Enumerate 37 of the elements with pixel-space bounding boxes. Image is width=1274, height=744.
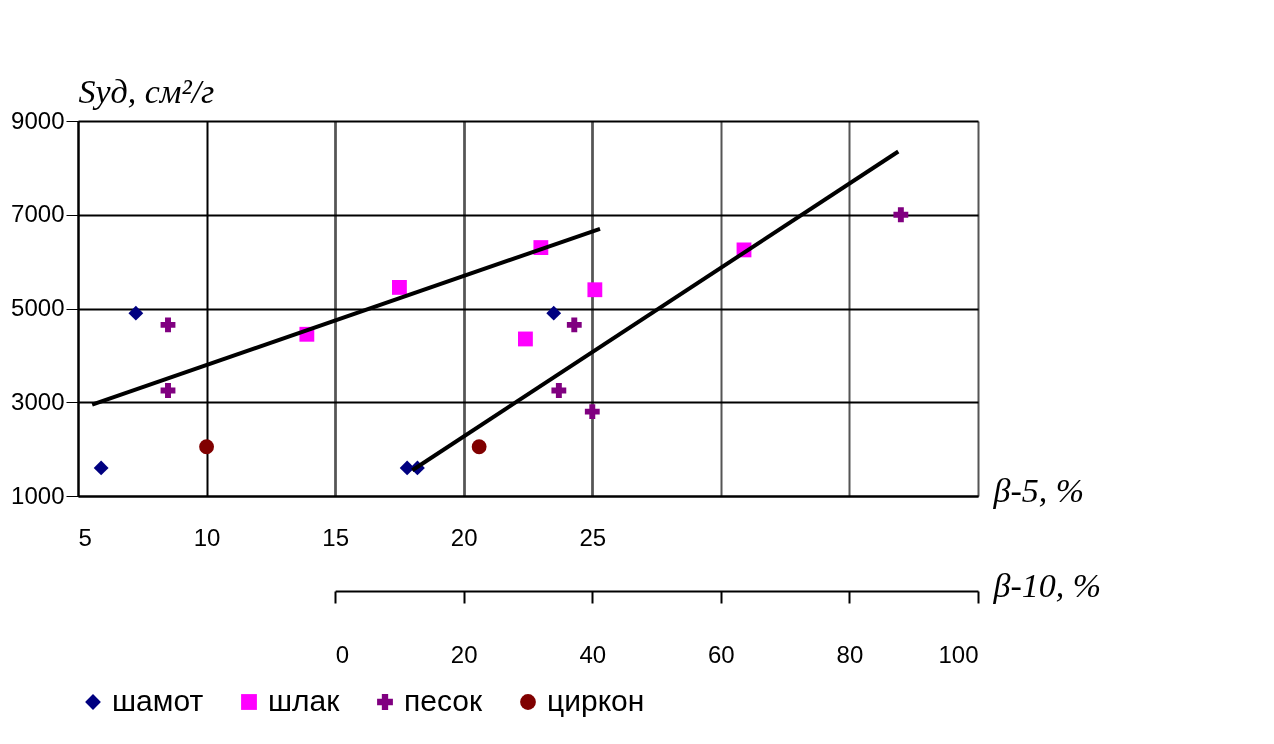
y-axis-title: Sуд, см²/г [78, 72, 215, 110]
point [566, 317, 582, 333]
point [471, 439, 487, 455]
x-tick-label: 25 [579, 523, 607, 551]
legend-label: циркон [547, 684, 645, 717]
y-tick-label: 7000 [11, 200, 65, 228]
point [160, 383, 176, 398]
x2-tick-label: 100 [938, 640, 979, 668]
legend-label: шлак [268, 684, 341, 717]
point [551, 383, 567, 398]
point [546, 305, 562, 321]
point [199, 439, 214, 455]
legend-label: шамот [112, 684, 204, 717]
x-tick-label: 5 [78, 523, 92, 551]
x2-tick-label: 0 [335, 640, 349, 668]
point [160, 317, 176, 333]
x2-tick-label: 80 [836, 640, 864, 668]
point [584, 404, 600, 420]
y-tick-label: 3000 [11, 387, 65, 415]
y-tick-label: 9000 [11, 106, 65, 134]
y-tick-label: 5000 [11, 294, 65, 321]
x2-tick-label: 20 [450, 640, 478, 668]
x2-tick-label: 40 [579, 640, 607, 668]
point [93, 460, 109, 476]
point [518, 331, 533, 347]
x-axis-title: β-5, % [992, 471, 1085, 509]
point [893, 207, 909, 223]
point [128, 305, 144, 321]
x-tick-label: 10 [193, 523, 221, 551]
y-tick-label: 1000 [11, 481, 65, 509]
point [392, 279, 407, 295]
x-tick-label: 15 [322, 523, 349, 551]
x-tick-label: 20 [450, 523, 478, 551]
legend-label: песок [404, 684, 483, 717]
point [587, 282, 603, 298]
x2-axis-title: β-10, % [992, 566, 1102, 604]
x2-tick-label: 60 [708, 640, 735, 668]
